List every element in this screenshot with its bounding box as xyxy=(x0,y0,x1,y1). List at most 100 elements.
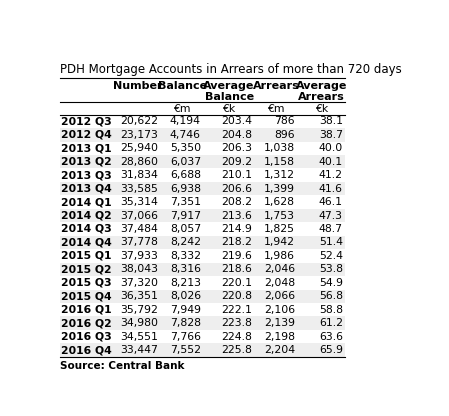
Text: 2014 Q3: 2014 Q3 xyxy=(62,224,112,234)
Text: 54.9: 54.9 xyxy=(319,278,343,288)
Text: 2012 Q4: 2012 Q4 xyxy=(62,130,112,140)
Text: 2,198: 2,198 xyxy=(264,332,295,342)
Text: €k: €k xyxy=(315,104,328,114)
Text: 206.6: 206.6 xyxy=(221,183,252,193)
Bar xyxy=(60,262,345,276)
Text: Arrears: Arrears xyxy=(253,81,299,91)
Text: 204.8: 204.8 xyxy=(221,130,252,140)
Text: 53.8: 53.8 xyxy=(319,264,343,274)
Text: 208.2: 208.2 xyxy=(221,197,252,207)
Text: 213.6: 213.6 xyxy=(221,210,252,220)
Text: 23,173: 23,173 xyxy=(120,130,158,140)
Text: 2012 Q3: 2012 Q3 xyxy=(62,116,112,126)
Text: 28,860: 28,860 xyxy=(120,157,158,167)
Bar xyxy=(60,128,345,141)
Text: 4,746: 4,746 xyxy=(170,130,201,140)
Text: 1,399: 1,399 xyxy=(264,183,295,193)
Text: 210.1: 210.1 xyxy=(221,170,252,180)
Bar xyxy=(60,290,345,303)
Text: 224.8: 224.8 xyxy=(221,332,252,342)
Text: 56.8: 56.8 xyxy=(319,291,343,301)
Text: 2,048: 2,048 xyxy=(264,278,295,288)
Text: 35,792: 35,792 xyxy=(120,305,158,314)
Text: 1,986: 1,986 xyxy=(264,251,295,261)
Bar xyxy=(60,209,345,222)
Text: 61.2: 61.2 xyxy=(319,318,343,328)
Text: 203.4: 203.4 xyxy=(221,116,252,126)
Text: 2015 Q2: 2015 Q2 xyxy=(62,264,112,274)
Text: 2,106: 2,106 xyxy=(264,305,295,314)
Text: 2013 Q4: 2013 Q4 xyxy=(62,183,112,193)
Text: 6,037: 6,037 xyxy=(170,157,201,167)
Text: 1,628: 1,628 xyxy=(264,197,295,207)
Text: 8,316: 8,316 xyxy=(170,264,201,274)
Text: 223.8: 223.8 xyxy=(221,318,252,328)
Text: 51.4: 51.4 xyxy=(319,238,343,248)
Text: 2,046: 2,046 xyxy=(264,264,295,274)
Text: 34,980: 34,980 xyxy=(120,318,158,328)
Text: 8,213: 8,213 xyxy=(170,278,201,288)
Text: 41.2: 41.2 xyxy=(319,170,343,180)
Text: 2016 Q3: 2016 Q3 xyxy=(62,332,112,342)
Text: 7,917: 7,917 xyxy=(170,210,201,220)
Text: 58.8: 58.8 xyxy=(319,305,343,314)
Text: 6,938: 6,938 xyxy=(170,183,201,193)
Text: 7,828: 7,828 xyxy=(170,318,201,328)
Text: 7,949: 7,949 xyxy=(170,305,201,314)
Text: 218.2: 218.2 xyxy=(221,238,252,248)
Text: 218.6: 218.6 xyxy=(221,264,252,274)
Text: 2016 Q1: 2016 Q1 xyxy=(62,305,112,314)
Text: 38,043: 38,043 xyxy=(120,264,158,274)
Bar xyxy=(60,236,345,249)
Text: 2016 Q2: 2016 Q2 xyxy=(62,318,112,328)
Text: Balance: Balance xyxy=(158,81,207,91)
Text: 2013 Q2: 2013 Q2 xyxy=(62,157,112,167)
Text: 786: 786 xyxy=(274,116,295,126)
Text: 2016 Q4: 2016 Q4 xyxy=(62,345,112,355)
Text: 41.6: 41.6 xyxy=(319,183,343,193)
Text: 225.8: 225.8 xyxy=(221,345,252,355)
Text: 8,332: 8,332 xyxy=(170,251,201,261)
Bar xyxy=(60,182,345,196)
Text: 7,552: 7,552 xyxy=(170,345,201,355)
Text: 38.1: 38.1 xyxy=(319,116,343,126)
Text: 222.1: 222.1 xyxy=(221,305,252,314)
Text: 1,038: 1,038 xyxy=(264,143,295,153)
Text: €k: €k xyxy=(222,104,236,114)
Text: 52.4: 52.4 xyxy=(319,251,343,261)
Text: 2,204: 2,204 xyxy=(264,345,295,355)
Text: 65.9: 65.9 xyxy=(319,345,343,355)
Text: 7,351: 7,351 xyxy=(170,197,201,207)
Text: 2,139: 2,139 xyxy=(264,318,295,328)
Text: 20,622: 20,622 xyxy=(120,116,158,126)
Text: 209.2: 209.2 xyxy=(221,157,252,167)
Text: 47.3: 47.3 xyxy=(319,210,343,220)
Text: 37,933: 37,933 xyxy=(120,251,158,261)
Text: 2014 Q4: 2014 Q4 xyxy=(62,238,112,248)
Text: 48.7: 48.7 xyxy=(319,224,343,234)
Text: 2,066: 2,066 xyxy=(264,291,295,301)
Text: 33,585: 33,585 xyxy=(120,183,158,193)
Text: €m: €m xyxy=(173,104,191,114)
Text: 31,834: 31,834 xyxy=(120,170,158,180)
Text: 220.1: 220.1 xyxy=(221,278,252,288)
Text: 34,551: 34,551 xyxy=(120,332,158,342)
Text: 8,057: 8,057 xyxy=(170,224,201,234)
Text: 46.1: 46.1 xyxy=(319,197,343,207)
Text: 1,312: 1,312 xyxy=(264,170,295,180)
Text: 37,066: 37,066 xyxy=(120,210,158,220)
Text: 220.8: 220.8 xyxy=(221,291,252,301)
Text: 2013 Q3: 2013 Q3 xyxy=(62,170,112,180)
Text: 4,194: 4,194 xyxy=(170,116,201,126)
Text: 2015 Q1: 2015 Q1 xyxy=(62,251,112,261)
Text: 2013 Q1: 2013 Q1 xyxy=(62,143,112,153)
Text: 38.7: 38.7 xyxy=(319,130,343,140)
Text: 37,320: 37,320 xyxy=(120,278,158,288)
Text: 8,242: 8,242 xyxy=(170,238,201,248)
Text: 63.6: 63.6 xyxy=(319,332,343,342)
Text: 8,026: 8,026 xyxy=(170,291,201,301)
Text: 40.1: 40.1 xyxy=(319,157,343,167)
Text: PDH Mortgage Accounts in Arrears of more than 720 days: PDH Mortgage Accounts in Arrears of more… xyxy=(60,63,401,76)
Text: 33,447: 33,447 xyxy=(120,345,158,355)
Text: 37,484: 37,484 xyxy=(120,224,158,234)
